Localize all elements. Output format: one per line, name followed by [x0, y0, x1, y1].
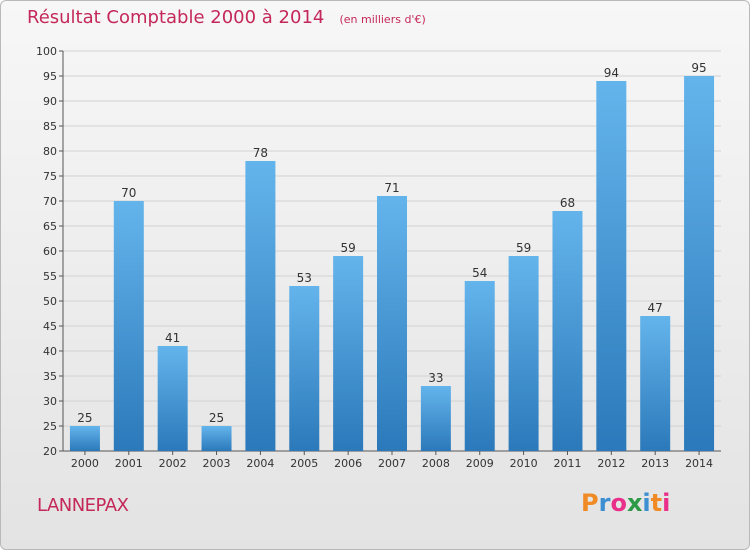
logo-letter: t	[650, 489, 663, 517]
y-tick-label: 45	[43, 320, 57, 333]
bar-2004	[245, 161, 276, 451]
bar-2013	[640, 316, 671, 451]
y-tick-label: 75	[43, 170, 57, 183]
y-tick-label: 85	[43, 120, 57, 133]
y-tick-label: 40	[43, 345, 57, 358]
logo-letter: i	[662, 489, 671, 517]
x-tick-label: 2011	[553, 457, 581, 470]
y-tick-label: 70	[43, 195, 57, 208]
y-tick-label: 95	[43, 70, 57, 83]
y-tick-label: 30	[43, 395, 57, 408]
y-tick-label: 60	[43, 245, 57, 258]
bar-value-label: 70	[121, 186, 136, 200]
bar-2006	[333, 256, 364, 451]
bar-2014	[684, 76, 715, 451]
bar-value-label: 53	[297, 271, 312, 285]
bar-2010	[508, 256, 539, 451]
x-tick-label: 2009	[466, 457, 494, 470]
x-tick-label: 2013	[641, 457, 669, 470]
x-tick-label: 2002	[159, 457, 187, 470]
x-tick-label: 2014	[685, 457, 713, 470]
bar-value-label: 95	[691, 61, 706, 75]
bar-2012	[596, 81, 627, 451]
bar-2011	[552, 211, 583, 451]
bar-2000	[69, 426, 100, 451]
x-tick-label: 2010	[510, 457, 538, 470]
y-tick-label: 100	[36, 45, 57, 58]
bar-2009	[464, 281, 495, 451]
y-tick-label: 55	[43, 270, 57, 283]
labels: 20 25 30 35 40 45 50 55 60 65 70 75 80 85 90 95 100 25 200…	[36, 45, 713, 470]
proxiti-logo: Proxiti	[581, 489, 670, 517]
bar-value-label: 54	[472, 266, 487, 280]
bar-value-label: 25	[209, 411, 224, 425]
bar-2001	[113, 201, 144, 451]
x-tick-label: 2007	[378, 457, 406, 470]
x-tick-label: 2000	[71, 457, 99, 470]
bar-value-label: 59	[516, 241, 531, 255]
x-tick-label: 2001	[115, 457, 143, 470]
bar-value-label: 59	[340, 241, 355, 255]
y-tick-label: 80	[43, 145, 57, 158]
y-tick-label: 25	[43, 420, 57, 433]
commune-name: LANNEPAX	[37, 495, 129, 516]
x-tick-label: 2008	[422, 457, 450, 470]
bar-2003	[201, 426, 232, 451]
logo-letter: i	[642, 489, 651, 517]
chart-title-block: Résultat Comptable 2000 à 2014 (en milli…	[27, 7, 426, 28]
bar-value-label: 33	[428, 371, 443, 385]
x-tick-label: 2004	[246, 457, 274, 470]
logo-letter: x	[626, 489, 643, 517]
bar-value-label: 68	[560, 196, 575, 210]
bar-2008	[420, 386, 451, 451]
y-tick-label: 20	[43, 445, 57, 458]
bar-2005	[289, 286, 320, 451]
x-tick-label: 2003	[203, 457, 231, 470]
bar-2007	[377, 196, 407, 451]
bar-value-label: 71	[384, 181, 399, 195]
x-tick-label: 2006	[334, 457, 362, 470]
y-tick-label: 90	[43, 95, 57, 108]
logo-letter: r	[598, 489, 611, 517]
logo-letter: o	[610, 489, 627, 517]
bar-value-label: 41	[165, 331, 180, 345]
bar-value-label: 47	[648, 301, 663, 315]
chart-subtitle: (en milliers d'€)	[339, 13, 426, 26]
bar-2002	[157, 346, 188, 451]
bar-value-label: 94	[604, 66, 619, 80]
bar-value-label: 78	[253, 146, 268, 160]
bar-value-label: 25	[77, 411, 92, 425]
logo-letter: P	[581, 489, 599, 517]
chart-title: Résultat Comptable 2000 à 2014	[27, 7, 325, 28]
y-tick-label: 65	[43, 220, 57, 233]
y-tick-label: 35	[43, 370, 57, 383]
x-tick-label: 2012	[597, 457, 625, 470]
y-tick-label: 50	[43, 295, 57, 308]
bars	[69, 76, 715, 451]
x-tick-label: 2005	[290, 457, 318, 470]
